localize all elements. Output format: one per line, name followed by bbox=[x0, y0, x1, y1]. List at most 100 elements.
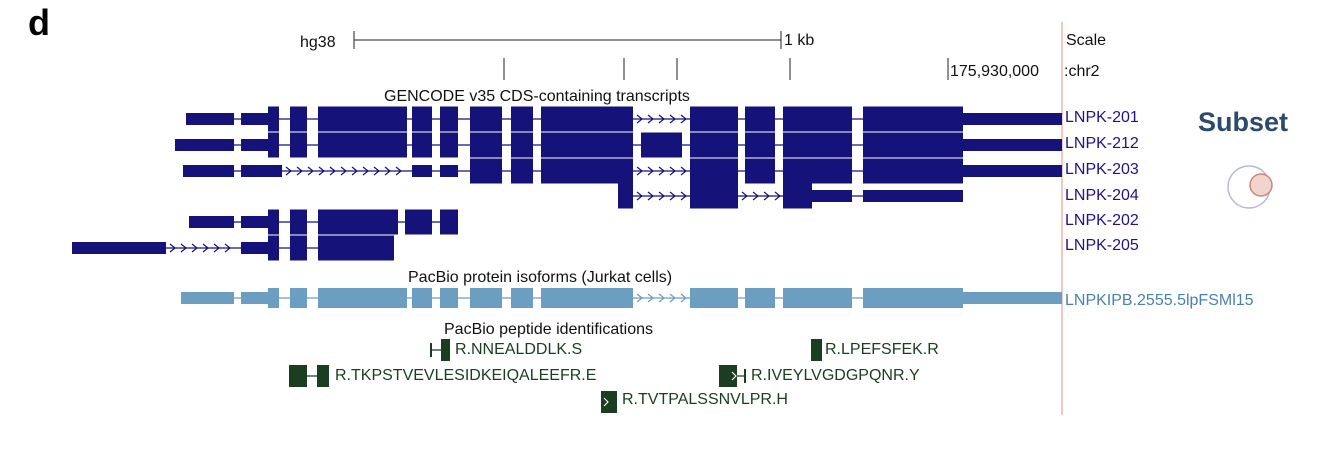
peptide-label-1[interactable]: R.NNEALDDLK.S bbox=[455, 341, 582, 358]
transcript-label-201[interactable]: LNPK-201 bbox=[1065, 109, 1139, 126]
gencode-transcript-3-exon[interactable] bbox=[783, 183, 812, 209]
gencode-transcript-4-exon[interactable] bbox=[440, 209, 458, 235]
gencode-transcript-0-exon[interactable] bbox=[690, 106, 738, 132]
pacbio-isoform-exon[interactable] bbox=[963, 292, 1062, 304]
pacbio-isoform-exon[interactable] bbox=[863, 288, 963, 308]
gencode-transcript-2-exon[interactable] bbox=[412, 165, 432, 177]
gencode-transcript-2-exon[interactable] bbox=[863, 158, 963, 184]
gencode-transcript-1-exon[interactable] bbox=[241, 139, 268, 151]
gencode-transcript-5-exon[interactable] bbox=[290, 235, 307, 261]
gencode-transcript-5-exon[interactable] bbox=[268, 235, 279, 261]
gencode-transcript-2-exon[interactable] bbox=[440, 165, 458, 177]
gencode-transcript-1-exon[interactable] bbox=[290, 132, 307, 158]
gencode-transcript-0-exon[interactable] bbox=[963, 113, 1062, 125]
transcript-label-212[interactable]: LNPK-212 bbox=[1065, 135, 1139, 152]
peptide-label-5[interactable]: R.TVTPALSSNVLPR.H bbox=[622, 391, 788, 408]
gencode-transcript-1-exon[interactable] bbox=[412, 132, 432, 158]
pacbio-isoform-exon[interactable] bbox=[241, 292, 268, 304]
gencode-transcript-0-exon[interactable] bbox=[745, 106, 775, 132]
gencode-transcript-5-exon[interactable] bbox=[241, 242, 268, 254]
gencode-transcript-3-exon[interactable] bbox=[812, 190, 852, 202]
pacbio-isoform-exon[interactable] bbox=[181, 292, 234, 304]
pacbio-isoform-exon[interactable] bbox=[412, 288, 432, 308]
peptide-block-4[interactable] bbox=[601, 391, 617, 413]
gencode-transcript-3-exon[interactable] bbox=[863, 190, 963, 202]
transcript-label-205[interactable]: LNPK-205 bbox=[1065, 237, 1139, 254]
gencode-transcript-4-exon[interactable] bbox=[241, 216, 268, 228]
gencode-transcript-5-exon[interactable] bbox=[318, 235, 394, 261]
pacbio-isoform-exon[interactable] bbox=[783, 288, 852, 308]
peptide-block-3[interactable] bbox=[744, 369, 746, 383]
intron-direction-arrow bbox=[340, 166, 347, 176]
peptide-block-2[interactable] bbox=[317, 365, 329, 387]
gencode-transcript-0-exon[interactable] bbox=[318, 106, 407, 132]
gencode-transcript-5-exon[interactable] bbox=[72, 242, 166, 254]
gencode-transcript-1-exon[interactable] bbox=[641, 132, 682, 158]
gencode-transcript-1-exon[interactable] bbox=[963, 139, 1062, 151]
gencode-transcript-2-exon[interactable] bbox=[511, 158, 533, 184]
peptide-block-0[interactable] bbox=[430, 343, 432, 357]
gencode-transcript-1-exon[interactable] bbox=[318, 132, 407, 158]
pacbio-isoform-exon[interactable] bbox=[268, 288, 279, 308]
intron-direction-arrow bbox=[752, 191, 759, 201]
gencode-transcript-3-exon[interactable] bbox=[618, 183, 633, 209]
gencode-transcript-4-exon[interactable] bbox=[290, 209, 307, 235]
gencode-transcript-0-exon[interactable] bbox=[783, 106, 852, 132]
intron-direction-arrow bbox=[680, 114, 687, 124]
gencode-transcript-4-exon[interactable] bbox=[189, 216, 234, 228]
gencode-transcript-0-exon[interactable] bbox=[470, 106, 502, 132]
peptide-block-1[interactable] bbox=[811, 339, 822, 361]
gencode-transcript-1-exon[interactable] bbox=[690, 132, 738, 158]
gencode-transcript-0-exon[interactable] bbox=[186, 113, 234, 125]
gencode-transcript-4-exon[interactable] bbox=[318, 209, 398, 235]
pacbio-isoform-exon[interactable] bbox=[290, 288, 307, 308]
pacbio-isoform-exon[interactable] bbox=[745, 288, 775, 308]
gencode-transcript-2-exon[interactable] bbox=[690, 158, 738, 184]
gencode-transcript-1-exon[interactable] bbox=[745, 132, 775, 158]
gencode-transcript-2-exon[interactable] bbox=[745, 158, 775, 184]
gencode-transcript-4-exon[interactable] bbox=[268, 209, 279, 235]
transcript-label-203[interactable]: LNPK-203 bbox=[1065, 161, 1139, 178]
peptide-block-2[interactable] bbox=[289, 365, 307, 387]
transcript-label-202[interactable]: LNPK-202 bbox=[1065, 212, 1139, 229]
gencode-transcript-0-exon[interactable] bbox=[440, 106, 458, 132]
gencode-transcript-0-exon[interactable] bbox=[268, 106, 279, 132]
gencode-transcript-3-exon[interactable] bbox=[690, 183, 738, 209]
pacbio-isoform-exon[interactable] bbox=[318, 288, 407, 308]
gencode-transcript-2-exon[interactable] bbox=[963, 165, 1062, 177]
gencode-transcript-1-exon[interactable] bbox=[511, 132, 533, 158]
peptide-block-0[interactable] bbox=[441, 339, 450, 361]
gencode-transcript-1-exon[interactable] bbox=[470, 132, 502, 158]
gencode-transcript-2-exon[interactable] bbox=[541, 158, 633, 184]
transcript-label-204[interactable]: LNPK-204 bbox=[1065, 187, 1139, 204]
peptide-label-4[interactable]: R.IVEYLVGDGPQNR.Y bbox=[751, 367, 920, 384]
peptide-label-2[interactable]: R.LPEFSFEK.R bbox=[825, 341, 939, 358]
intron-direction-arrow bbox=[384, 166, 391, 176]
gencode-transcript-0-exon[interactable] bbox=[241, 113, 268, 125]
gencode-transcript-0-exon[interactable] bbox=[412, 106, 432, 132]
gencode-transcript-1-exon[interactable] bbox=[440, 132, 458, 158]
gencode-transcript-2-exon[interactable] bbox=[183, 165, 234, 177]
gencode-transcript-1-exon[interactable] bbox=[175, 139, 234, 151]
peptide-block-3[interactable] bbox=[719, 365, 737, 387]
gencode-transcript-0-exon[interactable] bbox=[511, 106, 533, 132]
gencode-transcript-4-exon[interactable] bbox=[405, 209, 432, 235]
gencode-transcript-0-exon[interactable] bbox=[290, 106, 307, 132]
pacbio-isoform-exon[interactable] bbox=[440, 288, 458, 308]
gencode-transcript-2-exon[interactable] bbox=[470, 158, 502, 184]
peptide-label-3[interactable]: R.TKPSTVEVLESIDKEIQALEEFR.E bbox=[335, 367, 596, 384]
pacbio-isoform-exon[interactable] bbox=[541, 288, 633, 308]
pacbio-isoform-exon[interactable] bbox=[511, 288, 533, 308]
gencode-transcript-0-exon[interactable] bbox=[863, 106, 963, 132]
isoform-label[interactable]: LNPKIPB.2555.5lpFSMl15 bbox=[1065, 292, 1254, 309]
gencode-transcript-2-exon[interactable] bbox=[241, 165, 282, 177]
gencode-transcript-1-exon[interactable] bbox=[541, 132, 633, 158]
intron-direction-arrow bbox=[307, 166, 314, 176]
gencode-transcript-1-exon[interactable] bbox=[268, 132, 279, 158]
gencode-transcript-0-exon[interactable] bbox=[541, 106, 633, 132]
pacbio-isoform-exon[interactable] bbox=[690, 288, 738, 308]
pacbio-isoform-exon[interactable] bbox=[470, 288, 502, 308]
gencode-transcript-1-exon[interactable] bbox=[863, 132, 963, 158]
gencode-transcript-2-exon[interactable] bbox=[783, 158, 852, 184]
gencode-transcript-1-exon[interactable] bbox=[783, 132, 852, 158]
